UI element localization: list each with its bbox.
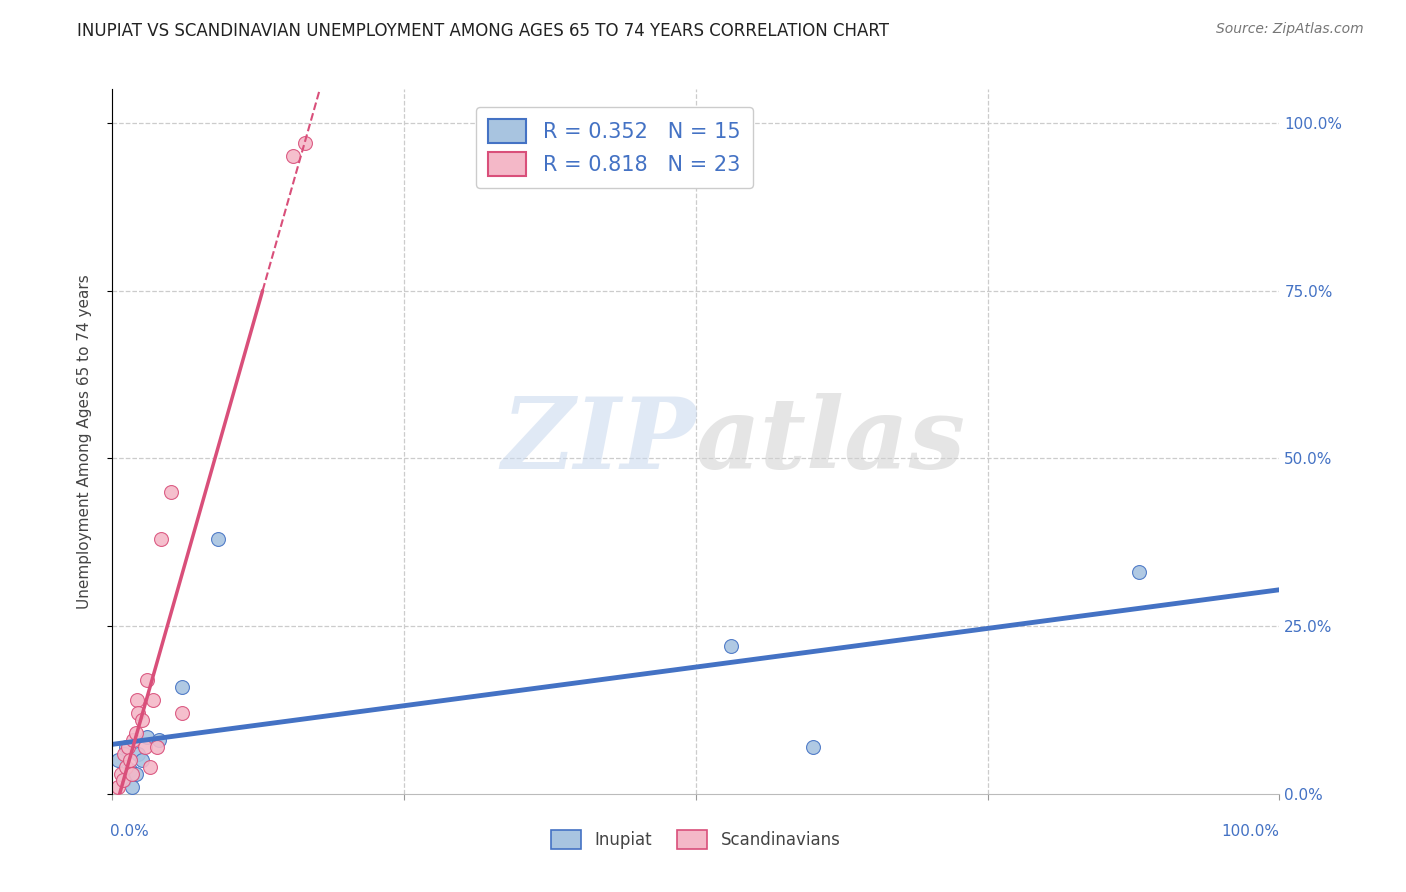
Point — [125, 693, 148, 707]
Point — [115, 760, 138, 774]
Point — [142, 693, 165, 707]
Point — [112, 773, 135, 788]
Point — [160, 484, 183, 499]
Point — [1128, 566, 1150, 580]
Point — [294, 136, 316, 150]
Point — [125, 766, 148, 780]
Point — [115, 739, 138, 754]
Point — [139, 760, 162, 774]
Point — [118, 753, 141, 767]
Point — [172, 680, 194, 694]
Point — [125, 726, 148, 740]
Point — [720, 639, 742, 653]
Point — [118, 764, 141, 778]
Point — [207, 532, 229, 546]
Point — [131, 713, 153, 727]
Point — [117, 739, 139, 754]
Text: atlas: atlas — [696, 393, 966, 490]
Point — [136, 673, 159, 687]
Legend: Inupiat, Scandinavians: Inupiat, Scandinavians — [544, 823, 848, 856]
Point — [107, 780, 129, 794]
Text: 100.0%: 100.0% — [1222, 824, 1279, 839]
Point — [121, 766, 143, 780]
Point — [148, 733, 170, 747]
Point — [111, 773, 134, 788]
Y-axis label: Unemployment Among Ages 65 to 74 years: Unemployment Among Ages 65 to 74 years — [77, 274, 91, 609]
Point — [134, 739, 156, 754]
Point — [110, 766, 132, 780]
Point — [146, 739, 169, 754]
Text: INUPIAT VS SCANDINAVIAN UNEMPLOYMENT AMONG AGES 65 TO 74 YEARS CORRELATION CHART: INUPIAT VS SCANDINAVIAN UNEMPLOYMENT AMO… — [77, 22, 890, 40]
Point — [150, 532, 173, 546]
Point — [122, 733, 145, 747]
Point — [136, 730, 159, 744]
Point — [107, 753, 129, 767]
Text: ZIP: ZIP — [501, 393, 696, 490]
Point — [127, 747, 149, 761]
Point — [131, 753, 153, 767]
Point — [801, 739, 824, 754]
Point — [121, 780, 143, 794]
Point — [172, 706, 194, 721]
Text: 0.0%: 0.0% — [110, 824, 149, 839]
Text: Source: ZipAtlas.com: Source: ZipAtlas.com — [1216, 22, 1364, 37]
Point — [112, 747, 135, 761]
Point — [283, 149, 305, 163]
Point — [127, 706, 149, 721]
